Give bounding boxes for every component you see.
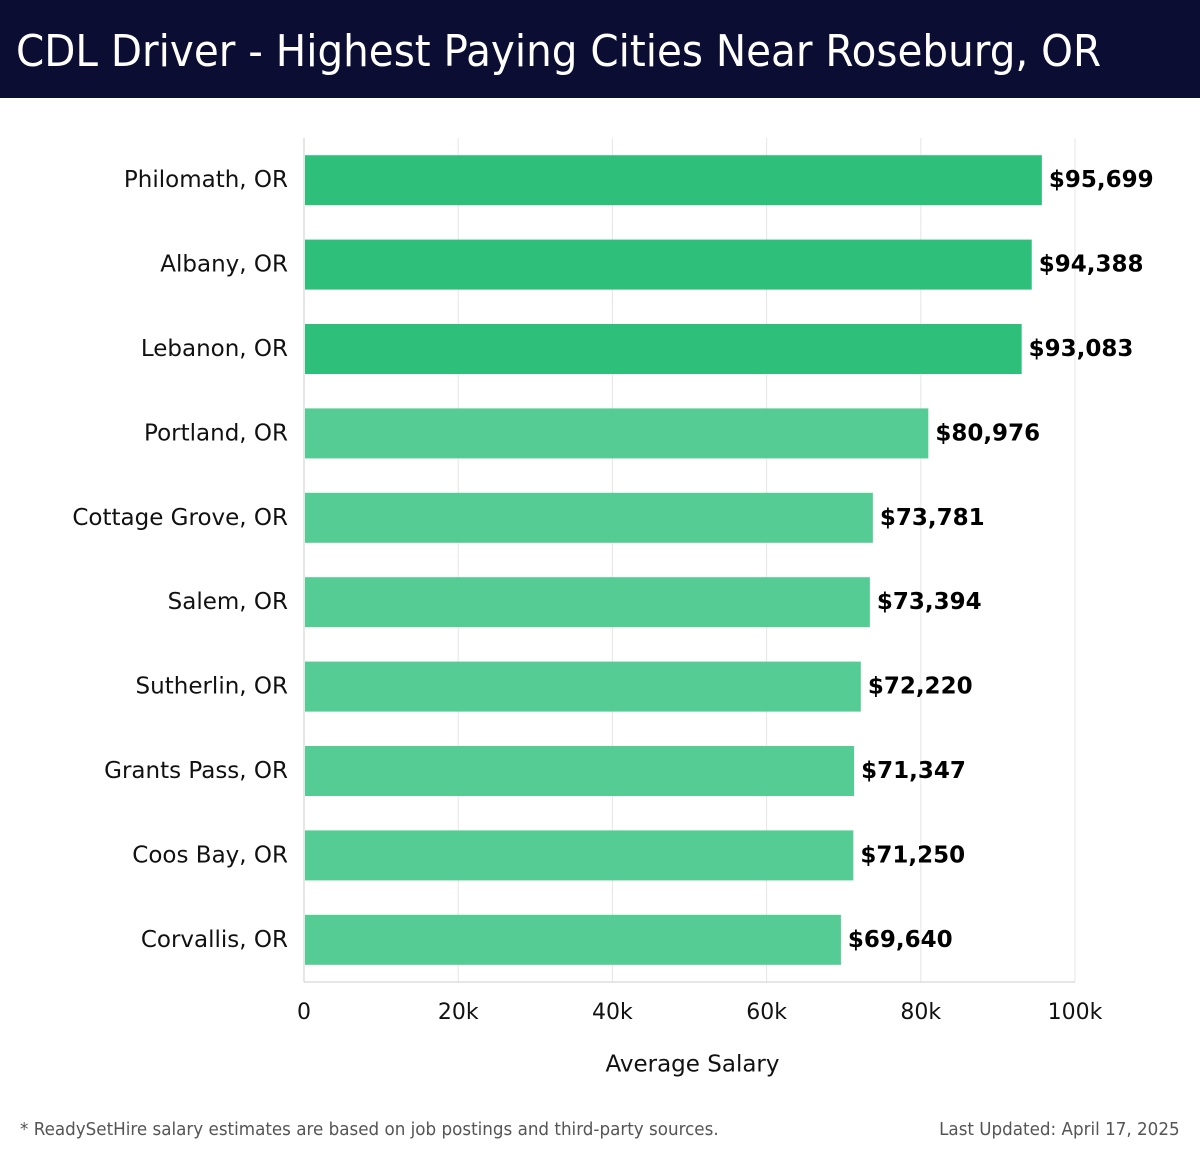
- bar-7[interactable]: [305, 746, 855, 796]
- footnote: * ReadySetHire salary estimates are base…: [20, 1119, 719, 1140]
- x-tick-label-2: 40k: [592, 1000, 633, 1025]
- bar-6[interactable]: [305, 661, 861, 712]
- category-label-1: Albany, OR: [160, 252, 288, 278]
- x-tick-label-1: 20k: [438, 1000, 479, 1025]
- title-bar: CDL Driver - Highest Paying Cities Near …: [0, 0, 1200, 98]
- category-label-6: Sutherlin, OR: [136, 674, 288, 700]
- x-tick-label-5: 100k: [1048, 1000, 1103, 1025]
- category-label-5: Salem, OR: [168, 589, 288, 615]
- bar-0[interactable]: [305, 155, 1042, 206]
- bar-5[interactable]: [305, 577, 870, 628]
- bar-4[interactable]: [305, 492, 873, 543]
- x-axis-title: Average Salary: [605, 1052, 779, 1078]
- chart-title: CDL Driver - Highest Paying Cities Near …: [16, 26, 1102, 77]
- bar-1[interactable]: [305, 239, 1032, 290]
- bar-2[interactable]: [305, 324, 1022, 374]
- value-label-1: $94,388: [1039, 252, 1144, 278]
- value-label-6: $72,220: [868, 674, 973, 700]
- value-label-9: $69,640: [848, 927, 953, 953]
- value-label-0: $95,699: [1049, 167, 1154, 193]
- value-label-2: $93,083: [1029, 336, 1134, 362]
- value-label-7: $71,347: [861, 758, 966, 784]
- value-label-3: $80,976: [935, 420, 1040, 446]
- bar-chart: Philomath, OR $95,699 Albany, OR $94,388 Leb…: [72, 138, 1154, 1078]
- category-label-8: Coos Bay, OR: [132, 842, 288, 868]
- category-label-9: Corvallis, OR: [141, 927, 288, 953]
- value-label-4: $73,781: [880, 505, 985, 531]
- last-updated: Last Updated: April 17, 2025: [939, 1119, 1180, 1140]
- category-label-7: Grants Pass, OR: [104, 758, 288, 784]
- value-label-8: $71,250: [860, 842, 965, 868]
- x-tick-label-4: 80k: [900, 1000, 941, 1025]
- x-tick-label-3: 60k: [746, 1000, 787, 1025]
- bar-8[interactable]: [305, 830, 854, 881]
- bar-3[interactable]: [305, 408, 929, 459]
- x-tick-label-0: 0: [297, 1000, 311, 1025]
- category-label-3: Portland, OR: [144, 420, 288, 446]
- category-label-4: Cottage Grove, OR: [72, 505, 288, 531]
- category-label-2: Lebanon, OR: [141, 336, 288, 362]
- bar-9[interactable]: [305, 914, 841, 965]
- category-label-0: Philomath, OR: [124, 167, 288, 193]
- value-label-5: $73,394: [877, 589, 982, 615]
